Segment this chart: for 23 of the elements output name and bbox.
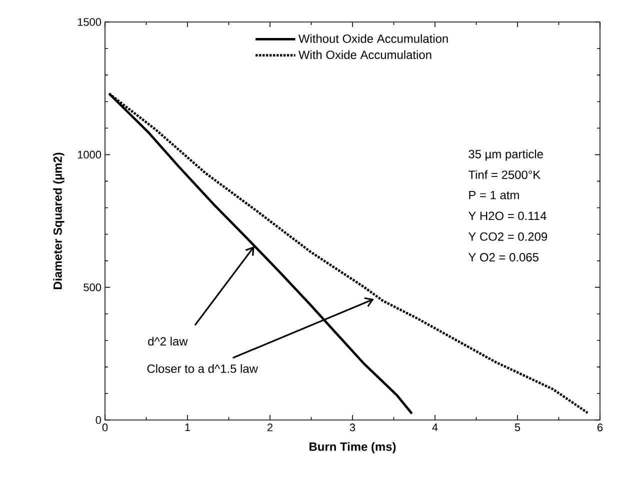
x-axis-title: Burn Time (ms) xyxy=(310,442,396,454)
annotation: Tinf = 2500°K xyxy=(468,170,541,180)
x-tick-label: 1 xyxy=(185,424,190,432)
x-tick-label: 2 xyxy=(268,424,272,432)
y-tick-label: 1000 xyxy=(78,150,102,159)
x-tick-label: 3 xyxy=(350,424,356,432)
legend-label: With Oxide Accumulation xyxy=(298,50,432,60)
legend-label: Without Oxide Accumulation xyxy=(298,34,448,43)
y-tick-label: 1500 xyxy=(78,18,102,26)
x-tick-label: 4 xyxy=(432,424,438,432)
annotation: d^2 law xyxy=(148,336,188,346)
annotation: Y CO2 = 0.209 xyxy=(468,232,548,241)
x-tick-label: 0 xyxy=(102,424,108,432)
annotation: P = 1 atm xyxy=(469,190,519,200)
y-axis-title: Diameter Squared (µm2) xyxy=(53,152,64,290)
annotation: Closer to a d^1.5 law xyxy=(147,364,258,373)
x-tick-label: 6 xyxy=(598,424,603,432)
annotation: Y O2 = 0.065 xyxy=(468,253,538,262)
x-tick-label: 5 xyxy=(514,424,520,432)
annotation: 35 µm particle xyxy=(468,150,543,161)
annotation: Y H2O = 0.114 xyxy=(468,212,546,220)
y-tick-label: 0 xyxy=(96,416,102,424)
y-tick-label: 500 xyxy=(84,283,102,292)
